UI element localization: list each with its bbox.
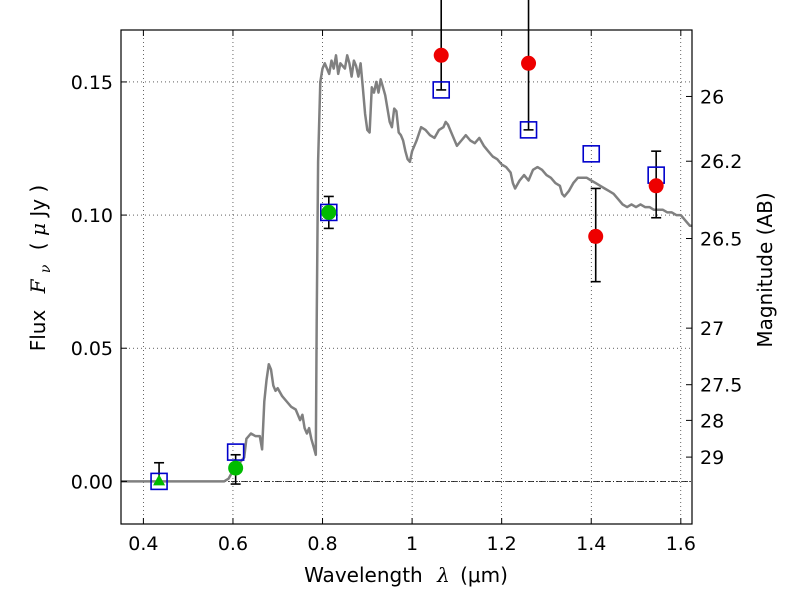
x-tick-label: 1.4 <box>576 533 606 555</box>
model-photometry-square <box>319 203 338 222</box>
x-tick-label: 0.4 <box>128 533 158 555</box>
y-tick-label: 0.15 <box>71 72 113 94</box>
x-tick-label: 1 <box>406 533 418 555</box>
grid <box>121 30 692 524</box>
y-tick-label: 0.05 <box>71 338 113 360</box>
x-axis-label-unit: (μm) <box>460 563 508 587</box>
right-tick-label: 28 <box>700 410 724 432</box>
model-photometry-square <box>432 81 451 99</box>
right-tick-label: 27 <box>700 318 724 340</box>
x-tick-label: 0.6 <box>218 533 248 555</box>
y-axis-label-text: Flux <box>26 310 50 352</box>
y-axis-label-mu: μ <box>26 223 50 236</box>
y-tick-label: 0.10 <box>71 205 113 227</box>
x-tick-label: 0.8 <box>307 533 337 555</box>
right-tick-label: 26.2 <box>700 151 742 173</box>
right-tick-label: 26 <box>700 86 724 108</box>
observed-hst-red-point <box>433 47 449 63</box>
x-axis-label: Wavelength λ (μm) <box>304 563 508 587</box>
model-sed-line <box>121 54 692 483</box>
observed-green-point <box>321 204 337 220</box>
y-axis-label-open: ( <box>26 236 50 250</box>
x-axis-label-symbol: λ <box>436 563 450 587</box>
right-tick-label: 26.5 <box>700 229 742 251</box>
right-tick-label: 29 <box>700 447 724 469</box>
upper-limit-triangle <box>153 474 166 486</box>
y-axis-label-symbol: F <box>26 278 50 294</box>
model-layer <box>121 54 692 483</box>
y-axis-label-unit: Jy ) <box>26 185 50 219</box>
observed-green-point <box>228 460 244 476</box>
right-tick-label: 27.5 <box>700 375 742 397</box>
x-tick-label: 1.2 <box>487 533 517 555</box>
model-photometry-square <box>519 121 538 139</box>
x-axis-label-text: Wavelength <box>304 563 423 587</box>
observed-hst-red-point <box>648 178 664 194</box>
observed-hst-red-point <box>521 55 537 71</box>
plot-frame <box>120 29 693 525</box>
ticks: 0.4 0.6 0.8 1 1.2 1.4 1.6 0.00 0.05 0.10 0.15 26 26.… <box>71 30 742 555</box>
model-photometry-square <box>582 145 601 163</box>
x-tick-label: 1.6 <box>666 533 696 555</box>
y-axis-label: Flux F ν ( μ Jy ) <box>26 185 55 352</box>
model-photometry-square <box>226 443 245 461</box>
model-photometry-square <box>150 472 168 491</box>
y-tick-label: 0.00 <box>71 471 113 493</box>
y-axis-label-subscript: ν <box>38 264 54 273</box>
points-layer <box>150 0 665 491</box>
right-axis-label: Magnitude (AB) <box>753 192 777 347</box>
observed-hst-red-point <box>588 228 604 244</box>
